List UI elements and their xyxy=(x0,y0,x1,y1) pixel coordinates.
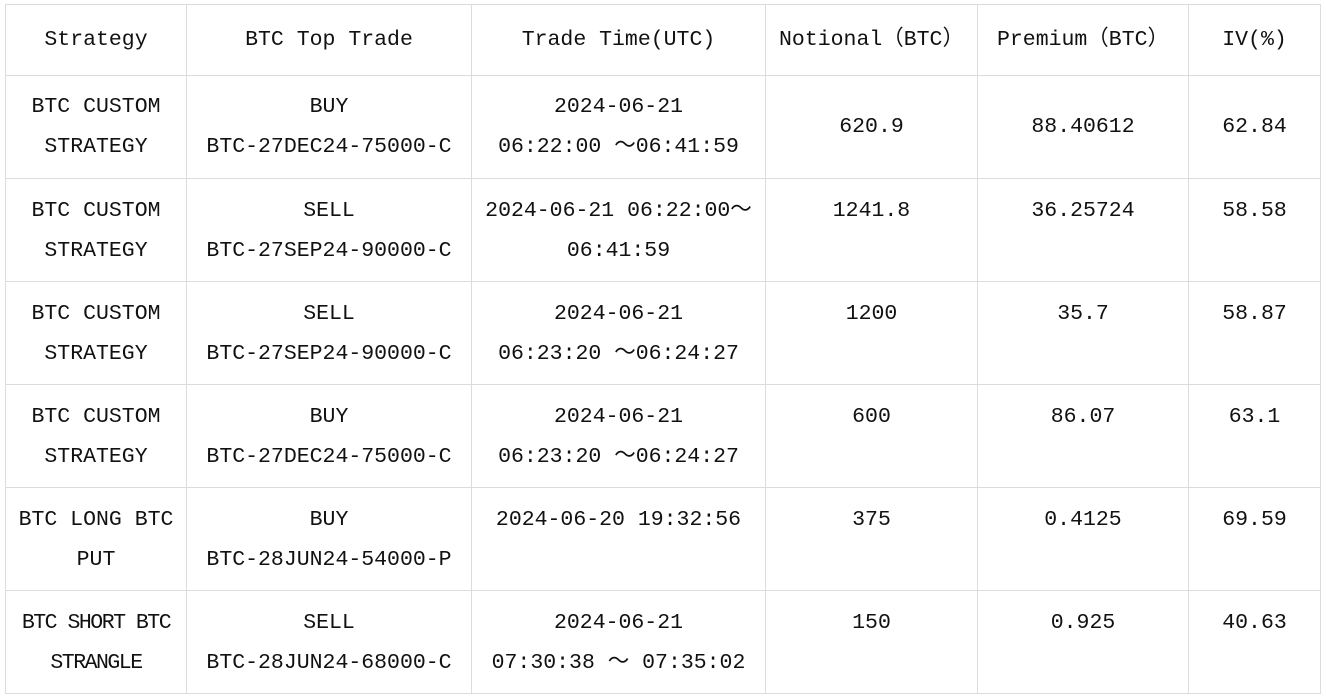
notional-cell: 600 xyxy=(765,384,978,488)
trade-time-cell: 2024-06-21 06:22:00～ 06:41:59 xyxy=(471,178,766,282)
premium-cell: 35.7 xyxy=(977,281,1189,385)
top-trade-cell-line: BTC-27SEP24-90000-C xyxy=(206,239,452,263)
notional-cell: 150 xyxy=(765,590,978,694)
table-row: BTC CUSTOM STRATEGY SELL BTC-27SEP24-90000-… xyxy=(5,178,1321,282)
trade-time-cell-line: 06:23:20 ～06:24:27 xyxy=(498,445,739,469)
strategy-cell: BTC SHORT BTC STRANGLE xyxy=(5,590,187,694)
notional-cell: 375 xyxy=(765,487,978,591)
iv-cell: 63.1 xyxy=(1188,384,1321,488)
premium-cell: 0.4125 xyxy=(977,487,1189,591)
table-row: BTC LONG BTC PUT BUY BTC-28JUN24-54000-P 202… xyxy=(5,487,1321,591)
trade-time-cell-line: 2024-06-21 xyxy=(553,611,684,635)
strategy-cell: BTC CUSTOM STRATEGY xyxy=(5,281,187,385)
iv-cell: 40.63 xyxy=(1188,590,1321,694)
strategy-cell-line: STRATEGY xyxy=(44,135,148,159)
trade-time-cell-line: 06:23:20 ～06:24:27 xyxy=(498,342,739,366)
top-trades-table: Strategy BTC Top Trade Trade Time(UTC) N… xyxy=(5,4,1321,694)
strategy-cell: BTC LONG BTC PUT xyxy=(5,487,187,591)
iv-cell: 58.58 xyxy=(1188,178,1321,282)
trade-time-cell-line: 2024-06-21 xyxy=(553,405,684,429)
strategy-cell-line: STRANGLE xyxy=(50,651,143,675)
trade-time-cell: 2024-06-21 06:22:00 ～06:41:59 xyxy=(471,75,766,179)
trade-time-cell: 2024-06-21 06:23:20 ～06:24:27 xyxy=(471,384,766,488)
strategy-cell-line: BTC CUSTOM xyxy=(31,199,161,223)
top-trade-cell-line: BTC-28JUN24-54000-P xyxy=(206,548,452,572)
header-trade-time: Trade Time(UTC) xyxy=(471,4,766,76)
table-row: BTC CUSTOM STRATEGY BUY BTC-27DEC24-75000-C… xyxy=(5,75,1321,179)
iv-cell: 69.59 xyxy=(1188,487,1321,591)
trade-time-cell: 2024-06-20 19:32:56 xyxy=(471,487,766,591)
trade-time-cell: 2024-06-21 07:30:38 ～ 07:35:02 xyxy=(471,590,766,694)
table-row: BTC CUSTOM STRATEGY BUY BTC-27DEC24-75000-C… xyxy=(5,384,1321,488)
trade-time-cell-line: 2024-06-21 06:22:00～ xyxy=(485,199,752,223)
top-trade-cell-line: BTC-27DEC24-75000-C xyxy=(206,135,452,159)
trade-time-cell-line: 07:30:38 ～ 07:35:02 xyxy=(491,651,746,675)
top-trade-cell-line: SELL xyxy=(303,302,355,326)
premium-cell: 86.07 xyxy=(977,384,1189,488)
top-trade-cell-line: SELL xyxy=(303,611,355,635)
header-premium: Premium（BTC） xyxy=(977,4,1189,76)
header-row: Strategy BTC Top Trade Trade Time(UTC) N… xyxy=(5,4,1321,76)
top-trade-cell-line: BUY xyxy=(309,95,349,119)
top-trade-cell: SELL BTC-27SEP24-90000-C xyxy=(186,281,472,385)
trade-time-cell-line: 2024-06-20 19:32:56 xyxy=(495,508,742,532)
top-trade-cell-line: SELL xyxy=(303,199,355,223)
top-trade-cell: BUY BTC-27DEC24-75000-C xyxy=(186,75,472,179)
strategy-cell-line: BTC CUSTOM xyxy=(31,302,161,326)
top-trade-cell-line: BTC-27SEP24-90000-C xyxy=(206,342,452,366)
iv-cell: 58.87 xyxy=(1188,281,1321,385)
top-trade-cell: BUY BTC-27DEC24-75000-C xyxy=(186,384,472,488)
strategy-cell-line: BTC CUSTOM xyxy=(31,405,161,429)
notional-cell: 1200 xyxy=(765,281,978,385)
iv-cell: 62.84 xyxy=(1188,75,1321,179)
header-iv: IV(%) xyxy=(1188,4,1321,76)
trade-time-cell: 2024-06-21 06:23:20 ～06:24:27 xyxy=(471,281,766,385)
top-trade-cell: SELL BTC-27SEP24-90000-C xyxy=(186,178,472,282)
top-trade-cell-line: BUY xyxy=(309,508,349,532)
strategy-cell: BTC CUSTOM STRATEGY xyxy=(5,75,187,179)
header-top-trade: BTC Top Trade xyxy=(186,4,472,76)
top-trade-cell: BUY BTC-28JUN24-54000-P xyxy=(186,487,472,591)
header-strategy: Strategy xyxy=(5,4,187,76)
trade-time-cell-line: 2024-06-21 xyxy=(553,302,684,326)
strategy-cell-line: BTC SHORT BTC xyxy=(21,611,172,635)
strategy-cell-line: PUT xyxy=(76,548,116,572)
notional-cell: 1241.8 xyxy=(765,178,978,282)
premium-cell: 0.925 xyxy=(977,590,1189,694)
strategy-cell-line: STRATEGY xyxy=(44,342,148,366)
strategy-cell-line: BTC CUSTOM xyxy=(31,95,161,119)
strategy-cell: BTC CUSTOM STRATEGY xyxy=(5,178,187,282)
premium-cell: 36.25724 xyxy=(977,178,1189,282)
top-trade-cell-line: BTC-27DEC24-75000-C xyxy=(206,445,452,469)
top-trade-cell-line: BTC-28JUN24-68000-C xyxy=(206,651,452,675)
strategy-cell-line: STRATEGY xyxy=(44,445,148,469)
header-notional: Notional（BTC） xyxy=(765,4,978,76)
strategy-cell: BTC CUSTOM STRATEGY xyxy=(5,384,187,488)
top-trade-cell-line: BUY xyxy=(309,405,349,429)
strategy-cell-line: STRATEGY xyxy=(44,239,148,263)
premium-cell: 88.40612 xyxy=(977,75,1189,179)
trade-time-cell-line: 06:41:59 xyxy=(566,239,671,263)
table-row: BTC SHORT BTC STRANGLE SELL BTC-28JUN24-680… xyxy=(5,590,1321,694)
table-row: BTC CUSTOM STRATEGY SELL BTC-27SEP24-90000-… xyxy=(5,281,1321,385)
top-trade-cell: SELL BTC-28JUN24-68000-C xyxy=(186,590,472,694)
notional-cell: 620.9 xyxy=(765,75,978,179)
trade-time-cell-line: 2024-06-21 xyxy=(553,95,684,119)
trade-time-cell-line: 06:22:00 ～06:41:59 xyxy=(498,135,739,159)
strategy-cell-line: BTC LONG BTC xyxy=(18,508,174,532)
